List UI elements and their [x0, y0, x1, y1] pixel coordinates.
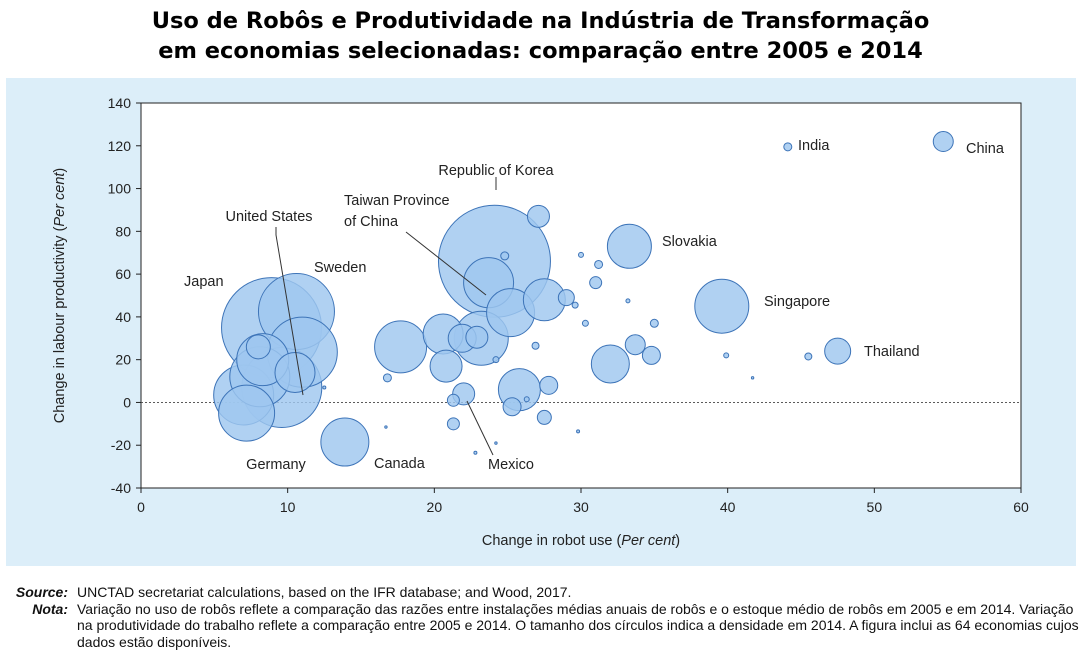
- label-united-states: United States: [225, 209, 312, 225]
- bubble-point: [571, 301, 579, 309]
- title-line-2: em economias selecionadas: comparação en…: [158, 38, 923, 64]
- y-tick-label: -40: [111, 480, 131, 496]
- bubble-point: [429, 349, 463, 383]
- x-tick-label: 30: [573, 499, 589, 515]
- note-row: Nota: Variação no uso de robôs reflete a…: [6, 601, 1081, 651]
- leader-lines: [275, 177, 497, 456]
- label-sweden: Sweden: [314, 260, 366, 276]
- bubble-point: [531, 341, 540, 350]
- label-mexico: Mexico: [488, 457, 534, 473]
- label-thailand: Thailand: [864, 344, 920, 360]
- bubble-point: [322, 385, 327, 390]
- bubble-point: [218, 384, 276, 442]
- bubble-point: [492, 356, 500, 364]
- bubble-point: [578, 251, 584, 258]
- x-tick-label: 0: [137, 499, 145, 515]
- y-tick-label: 60: [115, 266, 131, 282]
- bubble-point: [557, 289, 575, 307]
- bubble-point: [624, 334, 646, 356]
- source-row: Source: UNCTAD secretariat calculations,…: [6, 584, 1081, 601]
- label-germany: Germany: [246, 457, 306, 473]
- bubble-singapore: [694, 278, 750, 334]
- x-tick-label: 60: [1013, 499, 1029, 515]
- bubble-point: [494, 441, 498, 445]
- x-tick-label: 40: [720, 499, 736, 515]
- bubble-point: [245, 334, 271, 360]
- label-china: China: [966, 141, 1005, 157]
- leader-mexico: [466, 400, 494, 456]
- bubble-point: [446, 393, 460, 407]
- chart-notes: Source: UNCTAD secretariat calculations,…: [6, 584, 1081, 650]
- bubble-thailand: [824, 337, 852, 365]
- bubble-point: [502, 397, 522, 417]
- title-line-1: Uso de Robôs e Produtividade na Indústri…: [151, 8, 930, 34]
- bubble-point: [526, 204, 550, 228]
- bubble-point: [625, 298, 631, 304]
- y-tick-label: 0: [123, 394, 131, 410]
- bubble-point: [539, 375, 559, 395]
- leader-taiwan-province-of-china: [405, 231, 487, 296]
- note-key: Nota:: [32, 600, 68, 617]
- bubble-point: [804, 352, 813, 361]
- bubble-point: [750, 376, 755, 380]
- point-labels: China India Republic of Korea Taiwan Provin…: [184, 138, 1005, 473]
- bubble-slovakia: [606, 223, 652, 269]
- label-singapore: Singapore: [764, 294, 830, 310]
- bubble-point: [274, 352, 316, 393]
- bubble-point: [649, 318, 659, 328]
- bubble-point: [590, 344, 630, 384]
- x-tick-label: 10: [280, 499, 296, 515]
- bubble-point: [589, 276, 603, 290]
- y-tick-label: -20: [111, 437, 131, 453]
- x-axis-title: Change in robot use (Per cent): [482, 533, 680, 549]
- y-axis-title: Change in labour productivity (Per cent): [52, 168, 68, 424]
- bubble-point: [723, 352, 730, 359]
- y-tick-label: 100: [108, 181, 132, 197]
- y-tick-label: 120: [108, 138, 132, 154]
- bubble-point: [536, 409, 552, 425]
- bubble-point: [576, 429, 581, 434]
- label-india: India: [798, 138, 830, 154]
- chart-title: Uso de Robôs e Produtividade na Indústri…: [0, 6, 1081, 66]
- source-text: UNCTAD secretariat calculations, based o…: [77, 584, 572, 600]
- bubble-point: [473, 450, 478, 455]
- bubble-china: [932, 131, 954, 152]
- label-slovakia: Slovakia: [662, 234, 718, 250]
- x-tick-label: 50: [867, 499, 883, 515]
- y-tick-label: 140: [108, 95, 132, 111]
- label-republic-of-korea: Republic of Korea: [438, 163, 554, 179]
- source-key: Source:: [15, 584, 68, 600]
- label-japan: Japan: [184, 274, 224, 290]
- note-text: Variação no uso de robôs reflete a compa…: [77, 600, 1079, 650]
- bubble-point: [581, 319, 589, 327]
- y-tick-label: 40: [115, 309, 131, 325]
- bubble-canada: [320, 417, 370, 467]
- bubble-point: [523, 396, 530, 403]
- bubble-point: [594, 259, 604, 269]
- bubble-point: [446, 417, 460, 431]
- bubble-chart: 140 120 100 80 60 40 20 0 -20 -40 0 10 20 30 40 50 60 Ch…: [52, 95, 1029, 549]
- x-tick-label: 20: [427, 499, 443, 515]
- label-canada: Canada: [374, 456, 426, 472]
- bubble-point: [374, 320, 428, 374]
- bubble-point: [500, 251, 510, 261]
- bubble-point: [382, 373, 392, 383]
- label-taiwan-province-of-china: Taiwan Province of China: [344, 193, 450, 230]
- y-tick-label: 80: [115, 223, 131, 239]
- y-tick-label: 20: [115, 352, 131, 368]
- bubble-india: [783, 142, 793, 152]
- leader-united-states: [275, 227, 304, 396]
- bubble-point: [465, 325, 489, 349]
- bubble-point: [384, 425, 388, 429]
- bubbles: [213, 131, 954, 467]
- chart-panel: 140 120 100 80 60 40 20 0 -20 -40 0 10 20 30 40 50 60 Ch…: [6, 78, 1076, 566]
- bubble-point: [641, 345, 661, 365]
